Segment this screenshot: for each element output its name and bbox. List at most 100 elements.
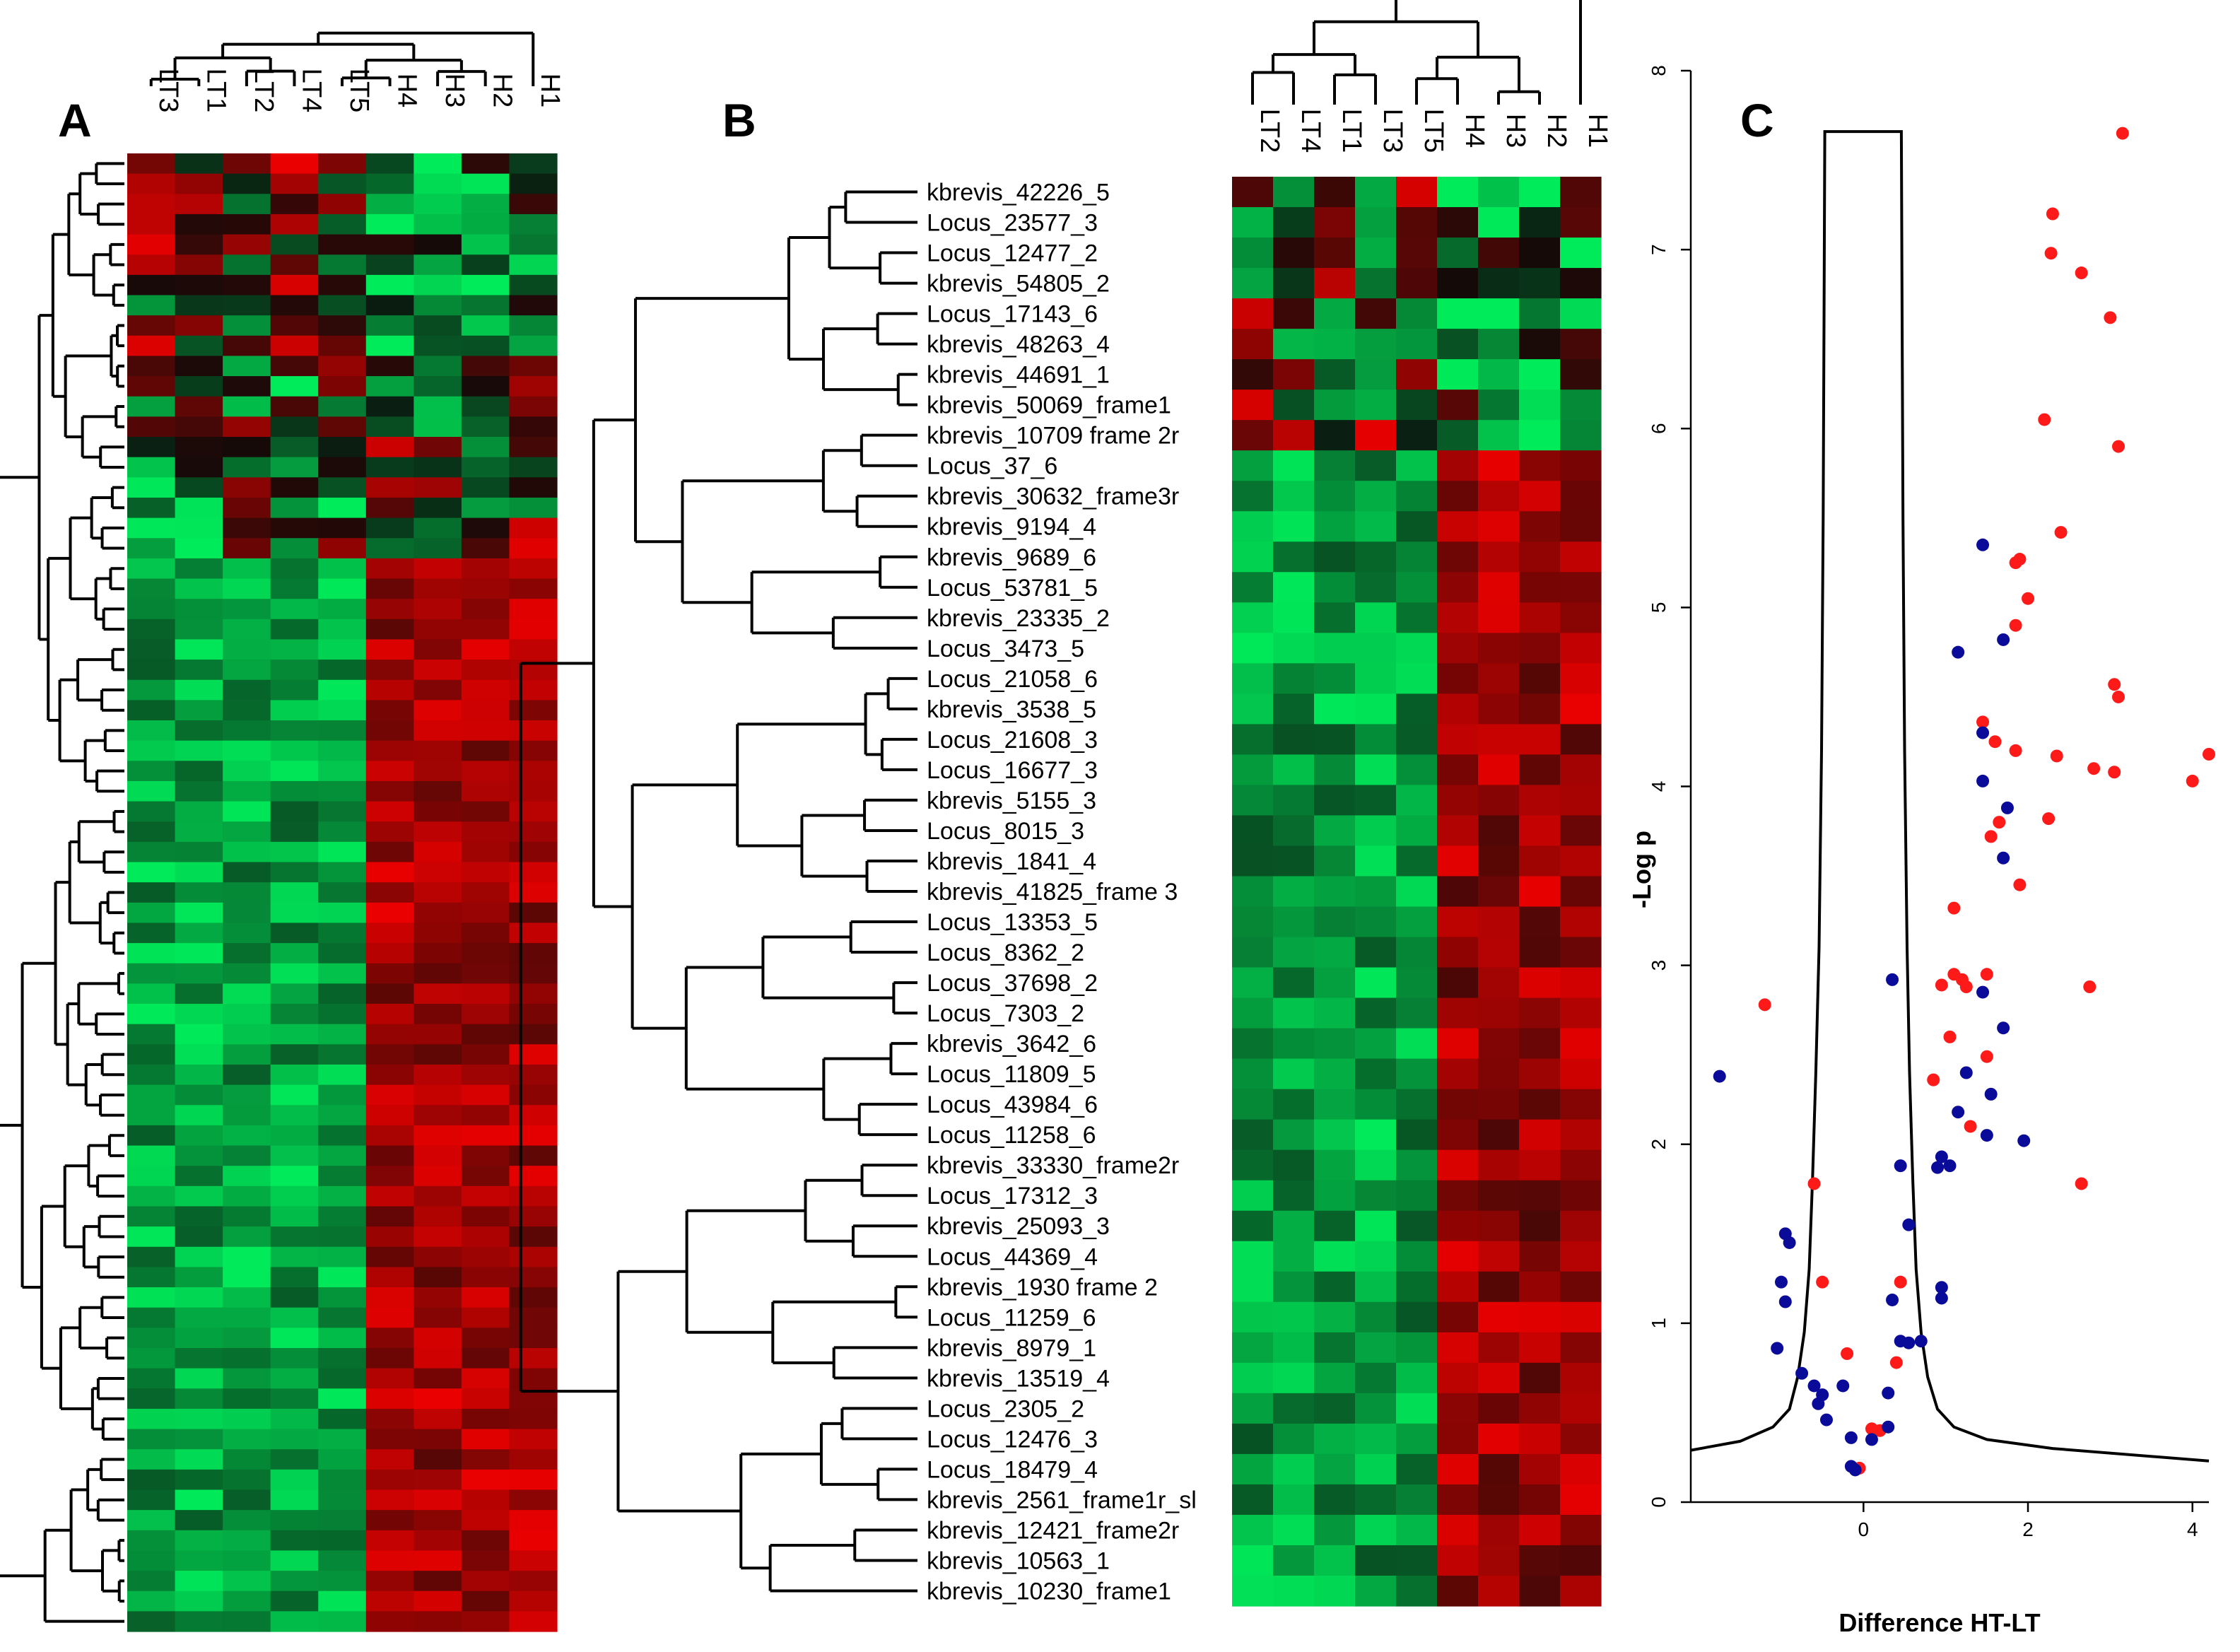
row-label: kbrevis_25093_3 <box>927 1213 1110 1240</box>
heat-cell <box>414 1408 462 1430</box>
heat-cell <box>1437 1210 1479 1242</box>
red-points-point <box>2075 266 2088 280</box>
blue-points-point <box>1984 1087 1998 1101</box>
heat-cell <box>461 1388 510 1410</box>
heat-cell <box>127 1449 176 1470</box>
heat-cell <box>223 1530 271 1552</box>
heat-cell <box>127 1206 176 1227</box>
heat-cell <box>1273 238 1315 269</box>
heat-cell <box>175 1429 223 1450</box>
panel-b-row-dendrogram <box>519 190 917 1593</box>
heat-cell <box>223 194 271 215</box>
heat-cell <box>223 477 271 498</box>
heat-cell <box>175 1530 223 1552</box>
heat-cell <box>175 1267 223 1288</box>
red-points-point <box>2087 762 2101 775</box>
heat-cell <box>509 315 558 336</box>
blue-points-point <box>1935 1281 1948 1294</box>
heat-cell <box>127 578 176 599</box>
heat-cell <box>270 173 319 194</box>
heat-cell <box>1232 238 1274 269</box>
heat-cell <box>1560 207 1602 238</box>
heat-cell <box>1519 602 1561 633</box>
heat-cell <box>1560 1453 1602 1485</box>
heat-cell <box>1396 511 1438 542</box>
heat-cell <box>1355 420 1397 451</box>
heat-cell <box>461 1267 510 1288</box>
heat-cell <box>509 700 558 721</box>
blue-points-point <box>1935 1291 1948 1305</box>
heat-cell <box>318 315 367 336</box>
heat-cell <box>1314 785 1356 816</box>
row-label: kbrevis_8979_1 <box>927 1335 1096 1361</box>
heat-cell <box>461 740 510 761</box>
heat-cell <box>1560 359 1602 390</box>
heat-cell <box>509 801 558 822</box>
heat-cell <box>1478 1362 1520 1394</box>
heat-cell <box>318 173 367 194</box>
heat-cell <box>1560 1058 1602 1090</box>
row-label: Locus_11809_5 <box>927 1061 1096 1088</box>
heat-cell <box>318 295 367 316</box>
heat-cell <box>1519 1484 1561 1516</box>
column-label: LT4 <box>296 69 326 113</box>
heat-cell <box>318 1530 367 1552</box>
heat-cell <box>318 922 367 944</box>
heat-cell <box>1519 1332 1561 1364</box>
heat-cell <box>270 295 319 316</box>
heat-cell <box>270 213 319 235</box>
heat-cell <box>223 1347 271 1369</box>
heat-cell <box>127 922 176 944</box>
heat-cell <box>1560 1545 1602 1576</box>
heat-cell <box>1437 633 1479 664</box>
heat-cell <box>318 1024 367 1045</box>
heat-cell <box>1314 481 1356 512</box>
heat-cell <box>365 780 414 802</box>
heat-cell <box>509 902 558 924</box>
row-label: kbrevis_44691_1 <box>927 362 1110 389</box>
heat-cell <box>1478 541 1520 573</box>
panel-a-column-labels: LT3 LT1 LT2 LT4 LT5 H4 H3 H2 H1 <box>153 69 565 113</box>
heat-cell <box>1560 1028 1602 1060</box>
heat-cell <box>175 558 223 580</box>
heat-cell <box>318 882 367 903</box>
heat-cell <box>270 599 319 620</box>
heat-cell <box>175 1226 223 1248</box>
heat-cell <box>1396 1362 1438 1394</box>
heat-cell <box>1478 1028 1520 1060</box>
heat-cell <box>223 1226 271 1248</box>
heat-cell <box>365 153 414 175</box>
heat-cell <box>509 153 558 175</box>
heat-cell <box>127 1044 176 1065</box>
blue-points-point <box>1795 1366 1809 1380</box>
heat-cell <box>1560 1514 1602 1546</box>
y-axis-ticks: 0 1 2 3 4 5 6 7 8 <box>1648 65 1691 1508</box>
heat-cell <box>270 1571 319 1592</box>
heat-cell <box>1437 1545 1479 1576</box>
heat-cell <box>1396 298 1438 329</box>
heat-cell <box>365 1024 414 1045</box>
heat-cell <box>509 1368 558 1389</box>
heat-cell <box>509 1429 558 1450</box>
heat-cell <box>127 1510 176 1531</box>
heat-cell <box>1273 1119 1315 1151</box>
heat-cell <box>1519 1514 1561 1546</box>
threshold-curve <box>1690 130 2210 1463</box>
heat-cell <box>365 660 414 681</box>
heat-cell <box>1560 481 1602 512</box>
heat-cell <box>1437 663 1479 694</box>
heat-cell <box>1273 1028 1315 1060</box>
heat-cell <box>1232 1210 1274 1242</box>
heat-cell <box>1314 1393 1356 1424</box>
heat-cell <box>127 315 176 336</box>
heat-cell <box>1355 268 1397 299</box>
heat-cell <box>318 780 367 802</box>
heat-cell <box>1273 1575 1315 1607</box>
heat-cell <box>1314 1149 1356 1181</box>
heat-cell <box>1560 845 1602 877</box>
heat-cell <box>414 1226 462 1248</box>
heat-cell <box>414 234 462 255</box>
heat-cell <box>1519 1575 1561 1607</box>
heat-cell <box>509 1469 558 1491</box>
heat-cell <box>414 1530 462 1552</box>
